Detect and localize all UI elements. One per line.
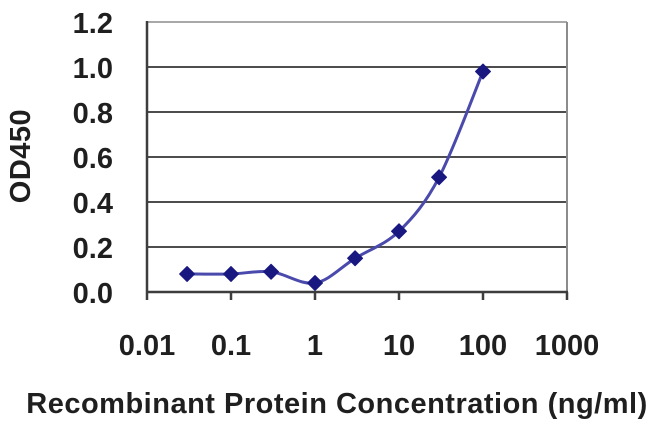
y-tick-label-0.0: 0.0 — [73, 278, 113, 310]
y-tick-labels: 0.0 0.2 0.4 0.6 0.8 1.0 1.2 — [73, 8, 113, 310]
data-point-0.03ng — [179, 266, 196, 282]
y-axis-title: OD450 — [5, 108, 37, 204]
x-tick-label-100: 100 — [459, 330, 507, 362]
x-tick-label-1: 1 — [307, 330, 323, 362]
x-axis-ticks — [145, 292, 569, 300]
y-tick-label-1.2: 1.2 — [73, 8, 113, 40]
y-tick-label-0.8: 0.8 — [73, 98, 113, 130]
data-point-1ng — [307, 275, 323, 291]
x-tick-label-0.01: 0.01 — [119, 330, 175, 362]
x-tick-labels: 0.01 0.1 1 10 100 1000 — [119, 330, 599, 362]
y-gridlines — [147, 66, 567, 248]
x-tick-label-10: 10 — [383, 330, 415, 362]
data-point-100ng — [475, 63, 491, 80]
x-axis-title: Recombinant Protein Concentration (ng/ml… — [26, 388, 648, 420]
data-point-0.1ng — [223, 266, 239, 282]
y-tick-label-0.6: 0.6 — [73, 143, 113, 175]
y-tick-label-1.0: 1.0 — [73, 53, 113, 85]
data-series-markers — [179, 63, 491, 291]
x-tick-label-0.1: 0.1 — [211, 330, 251, 362]
data-point-30ng — [431, 169, 448, 186]
y-tick-label-0.2: 0.2 — [73, 233, 113, 265]
plot-border — [145, 21, 568, 294]
x-tick-label-1000: 1000 — [535, 330, 600, 362]
data-point-3ng — [347, 250, 364, 267]
data-point-10ng — [391, 223, 407, 240]
y-tick-label-0.4: 0.4 — [73, 188, 113, 220]
data-point-0.3ng — [263, 263, 280, 280]
